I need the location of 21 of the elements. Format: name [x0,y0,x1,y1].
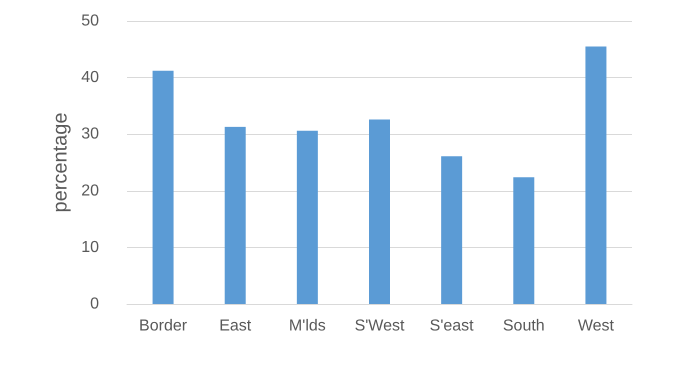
y-tick-label: 10 [81,238,100,256]
bar [296,130,318,304]
y-tick-label: 0 [90,296,100,312]
x-tick-label: West [578,318,615,334]
y-tick-label: 40 [81,69,100,86]
x-tick-label: Border [139,318,188,334]
bar [224,126,246,304]
x-tick-label: S'West [354,318,405,334]
x-tick-label: South [502,318,545,334]
y-tick-label: 30 [81,126,100,143]
bar [152,70,174,304]
x-tick-label: M'lds [288,318,326,334]
y-axis-title: percentage [49,112,72,213]
bar [441,156,462,304]
bar [513,177,534,304]
y-tick-label: 50 [81,12,100,30]
x-tick-label: East [219,318,252,334]
y-tick-label: 20 [81,182,100,200]
bar [369,119,390,304]
bar [585,46,606,304]
x-tick-label: S'east [430,318,474,334]
